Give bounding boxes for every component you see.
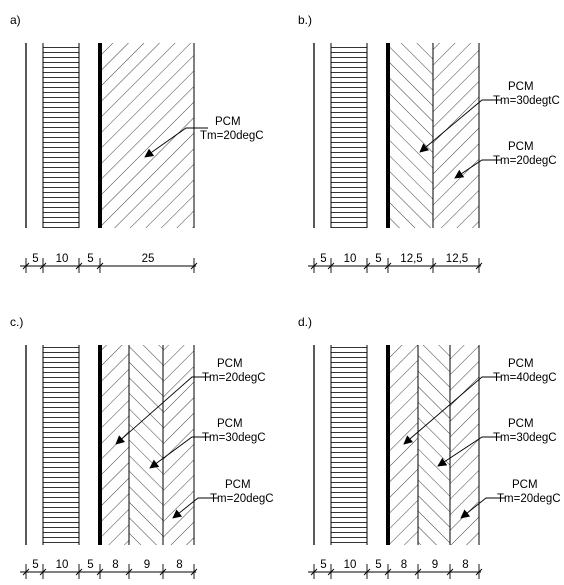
- leader-arrow: [454, 159, 501, 179]
- melting-temperature-label: Tm=30degtC: [493, 95, 560, 107]
- layer-hatch-forward-3: [100, 43, 194, 228]
- melting-temperature-label: Tm=30degC: [493, 432, 557, 444]
- dimension-tick-slash: [159, 568, 167, 576]
- layer-hatch-back-3: [388, 43, 433, 228]
- dimension-tick-slash: [363, 262, 371, 270]
- layer-horizontal-1: [331, 345, 367, 545]
- dimension-label: 10: [344, 559, 357, 571]
- dimension-tick-slash: [363, 568, 371, 576]
- dimension-tick-slash: [22, 568, 30, 576]
- dimension-label: 5: [32, 559, 38, 571]
- dimension-label: 5: [375, 559, 381, 571]
- dimension-label: 5: [320, 559, 326, 571]
- pcm-label: PCM: [508, 81, 534, 93]
- leader-arrow: [403, 376, 501, 445]
- layer-hatch-forward-4: [433, 43, 479, 228]
- leader-arrow: [144, 127, 208, 158]
- dimension-tick-slash: [310, 568, 318, 576]
- dimension-label: 5: [375, 253, 381, 265]
- dimension-tick-slash: [39, 568, 47, 576]
- leader-arrow: [419, 99, 501, 153]
- leader-arrow: [172, 497, 218, 519]
- dimension-tick-slash: [384, 568, 392, 576]
- dimension-tick-slash: [327, 262, 335, 270]
- dimension-tick-slash: [75, 568, 83, 576]
- leader-arrow: [149, 436, 210, 469]
- pcm-label: PCM: [508, 418, 534, 430]
- panel-c: c.) 5 10 5 8 9 8 PCM Tm=20degC PCM Tm=30degC PCM T…: [10, 315, 274, 579]
- pcm-label: PCM: [217, 418, 243, 430]
- dimension-label: 8: [462, 559, 468, 571]
- melting-temperature-label: Tm=20degC: [493, 155, 557, 167]
- dimension-tick-slash: [96, 568, 104, 576]
- dimension-label: 5: [320, 253, 326, 265]
- melting-temperature-label: Tm=40degC: [493, 372, 557, 384]
- dimension-label: 9: [144, 559, 150, 571]
- layer-hatch-back-4: [129, 345, 163, 545]
- dimension-tick-slash: [429, 262, 437, 270]
- dimension-label: 12,5: [400, 253, 422, 265]
- layer-horizontal-1: [43, 43, 79, 228]
- dimension-label: 8: [112, 559, 118, 571]
- melting-temperature-label: Tm=20degC: [202, 372, 266, 384]
- dimension-tick-slash: [190, 568, 198, 576]
- dimension-tick-slash: [310, 262, 318, 270]
- layer-hatch-forward-5: [163, 345, 194, 545]
- dimension-label: 5: [32, 253, 38, 265]
- pcm-label: PCM: [508, 141, 534, 153]
- dimension-tick-slash: [96, 262, 104, 270]
- dimension-tick-slash: [125, 568, 133, 576]
- dimension-tick-slash: [190, 262, 198, 270]
- layer-horizontal-1: [331, 43, 367, 228]
- layer-hatch-forward-3: [388, 345, 418, 545]
- dimension-tick-slash: [475, 262, 483, 270]
- pcm-label: PCM: [508, 358, 534, 370]
- dimension-tick-slash: [75, 262, 83, 270]
- melting-temperature-label: Tm=30degC: [202, 432, 266, 444]
- melting-temperature-label: Tm=20degC: [200, 130, 264, 142]
- dimension-label: 25: [142, 253, 155, 265]
- panel-label: d.): [298, 315, 312, 329]
- layer-hatch-forward-3: [100, 345, 129, 545]
- dimension-label: 12,5: [446, 253, 468, 265]
- layer-hatch-back-4: [418, 345, 450, 545]
- dimension-label: 10: [56, 253, 69, 265]
- dimension-label: 10: [344, 253, 357, 265]
- panel-d: d.) 5 10 5 8 9 8 PCM Tm=40degC PCM Tm=30degC PCM T…: [298, 315, 561, 579]
- dimension-tick-slash: [22, 262, 30, 270]
- dimension-label: 9: [432, 559, 438, 571]
- melting-temperature-label: Tm=20degC: [497, 493, 561, 505]
- panel-label: a): [10, 13, 21, 27]
- leader-arrow: [437, 436, 501, 467]
- dimension-label: 10: [56, 559, 69, 571]
- leader-arrow: [115, 376, 210, 445]
- dimension-tick-slash: [384, 262, 392, 270]
- dimension-tick-slash: [39, 262, 47, 270]
- panel-a: a) 5 10 5 25 PCM Tm=20degC: [10, 13, 264, 273]
- dimension-label: 5: [87, 559, 93, 571]
- pcm-label: PCM: [512, 479, 538, 491]
- dimension-tick-slash: [446, 568, 454, 576]
- pcm-label: PCM: [217, 358, 243, 370]
- dimension-label: 8: [176, 559, 182, 571]
- panel-b: b.) 5 10 5 12,5 12,5 PCM Tm=30degtC PCM Tm=20de…: [298, 13, 560, 273]
- dimension-tick-slash: [327, 568, 335, 576]
- panel-label: c.): [10, 315, 23, 329]
- dimension-tick-slash: [475, 568, 483, 576]
- layer-horizontal-1: [43, 345, 79, 545]
- dimension-tick-slash: [414, 568, 422, 576]
- dimension-label: 5: [87, 253, 93, 265]
- melting-temperature-label: Tm=20degC: [210, 493, 274, 505]
- panel-label: b.): [298, 13, 312, 27]
- leader-arrow: [460, 497, 505, 519]
- pcm-label: PCM: [215, 116, 241, 128]
- pcm-label: PCM: [225, 479, 251, 491]
- dimension-label: 8: [401, 559, 407, 571]
